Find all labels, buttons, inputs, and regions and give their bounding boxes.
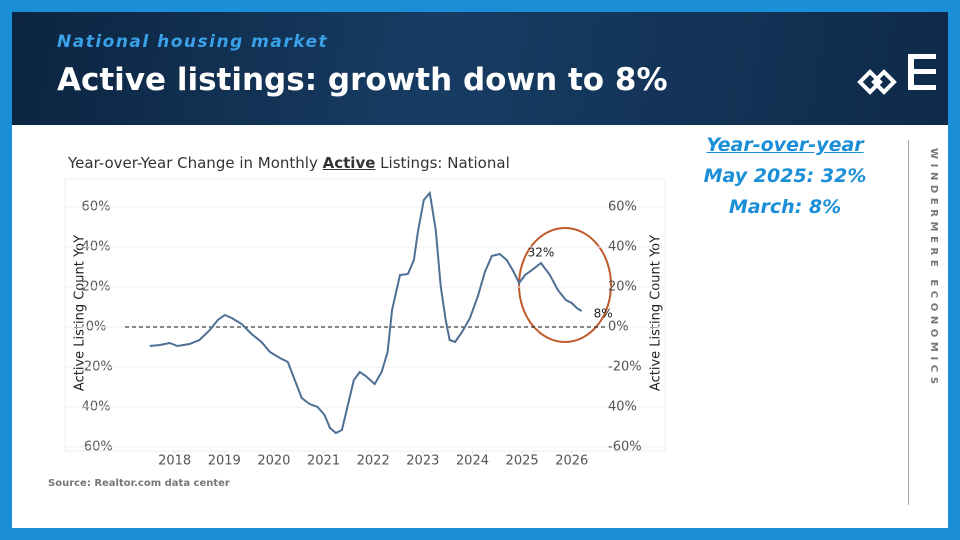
kicker: National housing market [57,32,329,52]
annotation: 8% [594,307,613,321]
plot-area [64,178,666,452]
x-tick-label: 2019 [208,454,241,469]
source: Source: Realtor.com data center [48,478,230,489]
line-series [149,190,583,435]
slide-title: Active listings: growth down to 8% [57,62,668,98]
chart: Active Listing Count YoY Active Listing … [64,178,666,469]
header: National housing market Active listings:… [12,12,948,125]
x-tick-label: 2018 [158,454,191,469]
chart-title-part: Listings: National [380,154,510,172]
y2-tick-label: 40% [608,240,637,255]
sidebar: Year-over-year May 2025: 32% March: 8% [672,134,898,227]
y2-tick-label: 0% [608,320,629,335]
brand: WINDERMERE ECONOMICS [928,148,939,389]
x-tick-label: 2022 [357,454,390,469]
x-tick-label: 2021 [307,454,340,469]
x-tick-label: 2024 [456,454,489,469]
x-tick-label: 2025 [506,454,539,469]
y2-axis-label: Active Listing Count YoY [649,235,664,391]
highlight-circle [518,227,612,343]
y2-tick-label: -20% [608,360,642,375]
chart-title-part: Year-over-Year Change in Monthly [68,154,318,172]
y2-tick-label: -60% [608,440,642,455]
annotation: 32% [528,246,555,260]
x-tick-label: 2020 [257,454,290,469]
chart-title-emphasis: Active [322,154,376,172]
divider [908,140,909,505]
logo [857,54,936,95]
y-axis-label: Active Listing Count YoY [73,235,88,391]
x-tick-label: 2023 [406,454,439,469]
y2-tick-label: 40% [608,400,637,415]
y2-tick-label: 60% [608,200,637,215]
chart-title: Year-over-Year Change in Monthly Active … [68,154,510,172]
x-tick-label: 2026 [555,454,588,469]
sidebar-heading: Year-over-year [706,134,864,156]
sidebar-line: March: 8% [728,196,842,218]
sidebar-line: May 2025: 32% [703,165,867,187]
y2-tick-label: 20% [608,280,637,295]
